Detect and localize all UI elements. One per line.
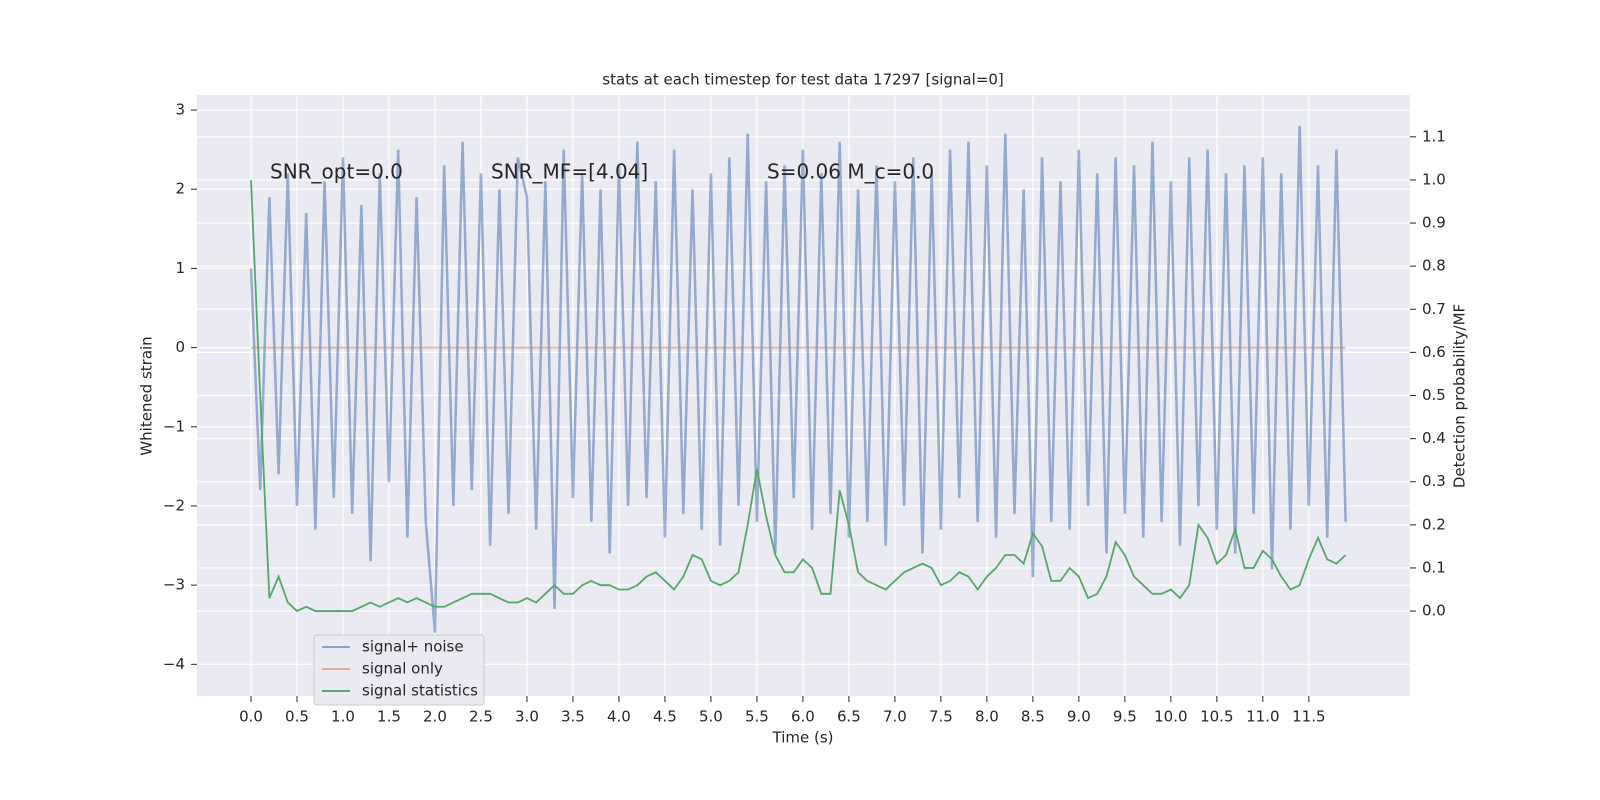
y-tick-label: 0 <box>175 338 185 356</box>
y2-tick-label: 0.1 <box>1422 558 1446 576</box>
legend-label: signal+ noise <box>362 638 464 656</box>
y2-tick-label: 1.0 <box>1422 170 1446 188</box>
marks <box>249 125 1347 633</box>
x-axis-label: Time (s) <box>772 729 834 747</box>
x-tick-label: 6.5 <box>837 708 861 726</box>
x-tick-label: 8.0 <box>975 708 999 726</box>
y2-tick-label: 0.4 <box>1422 429 1446 447</box>
x-tick-label: 3.5 <box>561 708 585 726</box>
y2-tick-label: 0.0 <box>1422 602 1446 620</box>
y2-tick-label: 0.8 <box>1422 257 1446 275</box>
y-tick-label: −2 <box>163 496 185 514</box>
x-tick-label: 0.5 <box>285 708 309 726</box>
x-tick-label: 10.0 <box>1154 708 1187 726</box>
x-tick-label: 6.0 <box>791 708 815 726</box>
y2-tick-label: 0.6 <box>1422 343 1446 361</box>
x-tick-label: 5.0 <box>699 708 723 726</box>
y2-tick-label: 1.1 <box>1422 127 1446 145</box>
x-tick-label: 9.0 <box>1067 708 1091 726</box>
series-line <box>250 179 1347 613</box>
x-tick-label: 5.5 <box>745 708 769 726</box>
annotation: SNR_MF=[4.04] <box>491 160 648 184</box>
y-tick-label: −1 <box>163 417 185 435</box>
x-tick-label: 1.0 <box>331 708 355 726</box>
y-tick-label: −3 <box>163 576 185 594</box>
x-tick-label: 10.5 <box>1200 708 1233 726</box>
x-tick-label: 11.5 <box>1292 708 1325 726</box>
x-tick-label: 3.0 <box>515 708 539 726</box>
y-tick-label: 1 <box>175 259 185 277</box>
labels: 0.0 0.5 1.0 1.5 2.0 2.5 3.0 3.5 4.0 4.5 5.0 5.5 6.0 6… <box>163 101 1446 726</box>
chart-title: stats at each timestep for test data 172… <box>602 71 1003 89</box>
y-tick-label: −4 <box>163 655 185 673</box>
y2-tick-label: 0.2 <box>1422 515 1446 533</box>
y-tick-label: 3 <box>175 101 185 119</box>
y2-tick-label: 0.7 <box>1422 300 1446 318</box>
x-tick-label: 1.5 <box>377 708 401 726</box>
x-tick-label: 2.5 <box>469 708 493 726</box>
annotation: S=0.06 M_c=0.0 <box>767 160 934 184</box>
series-line <box>249 125 1347 633</box>
x-tick-label: 8.5 <box>1021 708 1045 726</box>
y2-tick-label: 0.9 <box>1422 214 1446 232</box>
x-tick-label: 4.5 <box>653 708 677 726</box>
y-axis-label: Whitened strain <box>138 336 156 455</box>
legend-frame <box>313 634 485 706</box>
x-tick-label: 11.0 <box>1246 708 1279 726</box>
legend-label: signal only <box>362 660 443 678</box>
x-tick-label: 9.5 <box>1113 708 1137 726</box>
x-tick-label: 0.0 <box>239 708 263 726</box>
x-tick-label: 7.5 <box>929 708 953 726</box>
y2-axis-label: Detection probability/MF <box>1451 304 1469 488</box>
legend-label: signal statistics <box>362 682 478 700</box>
legend: signal+ noise signal only signal statistic… <box>313 634 485 706</box>
x-tick-label: 2.0 <box>423 708 447 726</box>
x-tick-label: 4.0 <box>607 708 631 726</box>
y2-tick-label: 0.5 <box>1422 386 1446 404</box>
x-tick-label: 7.0 <box>883 708 907 726</box>
y-tick-label: 2 <box>175 180 185 198</box>
y2-tick-label: 0.3 <box>1422 472 1446 490</box>
annotation: SNR_opt=0.0 <box>270 160 403 184</box>
